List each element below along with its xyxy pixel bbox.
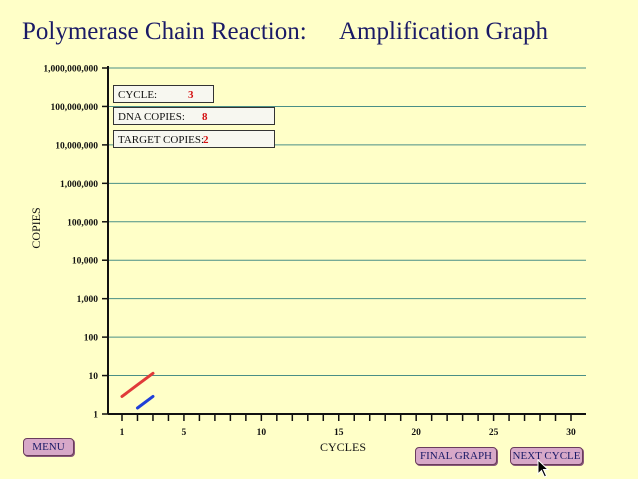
- y-tick-label: 1,000,000: [60, 180, 98, 190]
- y-tick-label: 100,000: [67, 218, 98, 228]
- target-copies-value: 2: [203, 134, 209, 146]
- dna-copies-readout: DNA COPIES: 8: [113, 107, 275, 125]
- y-tick-label: 100,000,000: [51, 103, 99, 113]
- x-tick-label: 1: [120, 428, 125, 438]
- series-line: [135, 394, 155, 410]
- y-tick-label: 10: [89, 372, 99, 382]
- next-cycle-button[interactable]: NEXT CYCLE: [510, 447, 583, 465]
- x-tick-label: 25: [489, 428, 499, 438]
- x-axis-label: CYCLES: [320, 440, 366, 454]
- y-tick-label: 10,000: [72, 257, 98, 267]
- series-line: [120, 371, 155, 398]
- y-tick-label: 1: [93, 411, 98, 421]
- y-tick-label: 1,000,000,000: [43, 65, 98, 75]
- cycle-label: CYCLE:: [118, 89, 158, 101]
- target-copies-label: TARGET COPIES:: [118, 134, 205, 146]
- page-subtitle: Amplification Graph: [339, 18, 548, 45]
- mouse-cursor-icon: [537, 459, 550, 478]
- y-tick-label: 1,000: [77, 295, 99, 305]
- y-tick-label: 10,000,000: [55, 141, 98, 151]
- x-tick-label: 20: [411, 428, 421, 438]
- dna-copies-value: 8: [202, 111, 208, 123]
- x-tick-label: 15: [334, 428, 344, 438]
- x-tick-label: 10: [257, 428, 267, 438]
- dna-copies-label: DNA COPIES:: [118, 111, 185, 123]
- page-title: Polymerase Chain Reaction:: [22, 18, 307, 45]
- x-tick-label: 30: [566, 428, 576, 438]
- target-copies-readout: TARGET COPIES: 2: [113, 130, 275, 148]
- y-tick-label: 100: [84, 334, 99, 344]
- cycle-value: 3: [188, 89, 194, 101]
- y-axis-label: COPIES: [29, 207, 43, 248]
- menu-button[interactable]: MENU: [23, 438, 74, 456]
- x-tick-label: 5: [182, 428, 187, 438]
- final-graph-button[interactable]: FINAL GRAPH: [415, 447, 497, 465]
- cycle-readout: CYCLE: 3: [113, 85, 214, 103]
